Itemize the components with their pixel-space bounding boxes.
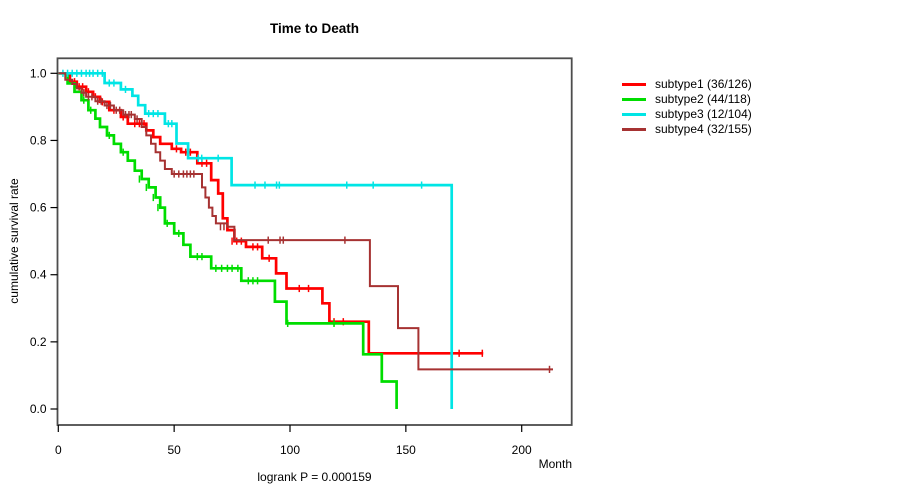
x-axis-label: Month [538,457,572,471]
legend-swatch-subtype1 [622,83,646,86]
legend-label: subtype1 (36/126) [655,77,752,91]
censor-marks-subtype4 [83,89,551,373]
plot-box [56,57,573,426]
x-tick-label: 150 [396,443,416,457]
y-tick-label: 0.0 [30,402,47,416]
x-tick-label: 0 [55,443,62,457]
y-axis-label: cumulative survival rate [7,178,21,304]
legend-swatch-subtype4 [622,128,646,131]
km-curve-subtype2 [58,71,398,409]
y-axis-ticks: 0.0 0.2 0.4 0.6 0.8 1.0 [30,66,58,416]
logrank-annotation: logrank P = 0.000159 [257,470,372,484]
y-tick-label: 0.4 [30,268,47,282]
y-tick-label: 0.8 [30,133,47,147]
x-axis-ticks: 0 50 100 150 200 [55,425,532,457]
legend-label: subtype4 (32/155) [655,122,752,136]
legend-item: subtype2 (44/118) [622,92,752,107]
legend-label: subtype3 (12/104) [655,107,752,121]
censor-marks-subtype3 [62,69,423,189]
legend-item: subtype4 (32/155) [622,122,752,137]
y-tick-label: 0.6 [30,201,47,215]
legend-swatch-subtype2 [622,98,646,101]
x-tick-label: 200 [512,443,532,457]
x-tick-label: 100 [280,443,300,457]
y-tick-label: 0.2 [30,335,47,349]
legend-item: subtype3 (12/104) [622,107,752,122]
censor-marks-subtype2 [83,96,335,327]
legend: subtype1 (36/126) subtype2 (44/118) subt… [622,77,752,137]
x-tick-label: 50 [167,443,181,457]
km-curve-subtype1 [58,71,484,355]
km-curve-subtype4 [58,72,553,371]
y-tick-label: 1.0 [30,66,47,80]
chart-title: Time to Death [269,21,359,36]
km-curve-subtype3 [58,71,454,409]
legend-swatch-subtype3 [622,113,646,116]
legend-item: subtype1 (36/126) [622,77,752,92]
legend-label: subtype2 (44/118) [655,92,751,106]
censor-marks-subtype1 [73,78,484,357]
